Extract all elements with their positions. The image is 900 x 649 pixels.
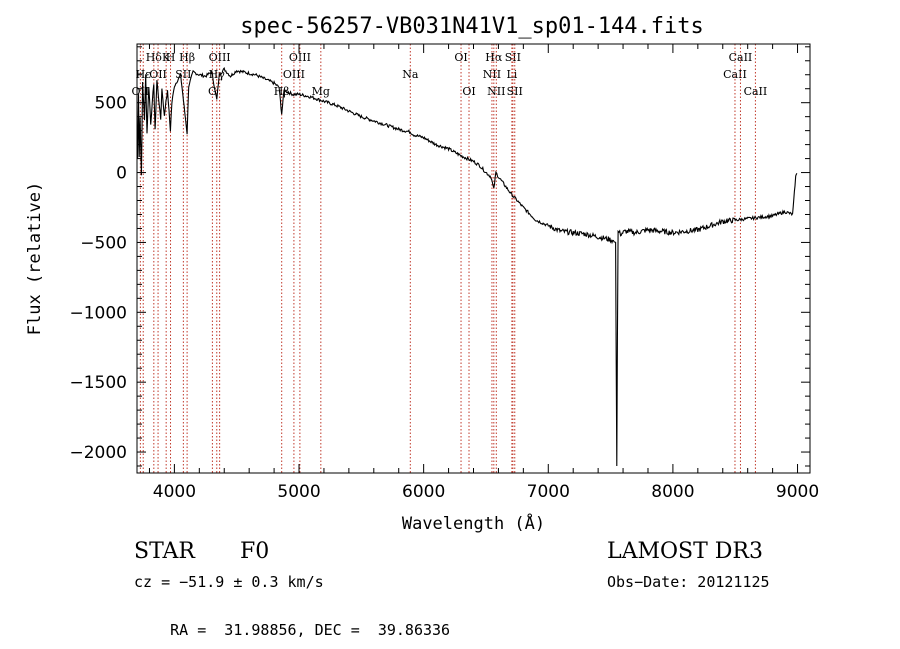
object-subclass-text: F0 [240, 539, 270, 564]
y-tick-label: −500 [80, 233, 127, 253]
x-tick-label: 6000 [402, 482, 445, 502]
line-label: G [208, 85, 217, 98]
line-label: OIII [283, 68, 305, 81]
redshift-text: cz = −51.9 ± 0.3 km/s [134, 573, 324, 591]
line-label: Na [402, 68, 419, 81]
coordinates-value: RA = 31.98856, DEC = 39.86336 [170, 621, 451, 639]
line-label: SII [507, 85, 523, 98]
redshift-value: cz = −51.9 ± 0.3 km/s [134, 573, 324, 591]
object-class-text: STAR [134, 539, 195, 564]
line-label: Hε [136, 68, 152, 81]
x-tick-label: 5000 [277, 482, 320, 502]
survey-name: LAMOST DR3 [607, 539, 763, 564]
spectrum-line [137, 66, 798, 467]
x-axis-label: Wavelength (Å) [402, 512, 545, 534]
line-label: OII [149, 68, 167, 81]
line-label: Hβ [179, 51, 195, 64]
line-label: OI [462, 85, 475, 98]
line-label: NII [483, 68, 501, 81]
object-subclass: F0 [240, 539, 269, 564]
obs-date-value: Obs−Date: 20121125 [607, 573, 770, 591]
y-tick-label: −2000 [69, 443, 127, 463]
x-tick-label: 9000 [776, 482, 819, 502]
line-label: K [162, 51, 171, 64]
y-tick-label: 500 [95, 94, 127, 114]
line-label: H [166, 51, 176, 64]
line-label: Hδ [146, 51, 163, 64]
x-tick-label: 7000 [527, 482, 570, 502]
object-class: STAR [134, 539, 195, 564]
y-tick-label: −1000 [69, 303, 127, 323]
line-label: Hβ [274, 85, 290, 98]
line-label: SII [505, 51, 521, 64]
chart-title: spec-56257-VB031N41V1_sp01-144.fits [240, 14, 704, 39]
line-label: CaII [729, 51, 753, 64]
coordinates-text: RA = 31.98856, DEC = 39.86336 [134, 603, 450, 649]
plot-frame [136, 43, 811, 474]
line-label: SII [175, 68, 191, 81]
line-label: Li [506, 68, 517, 81]
line-label: OIII [209, 51, 231, 64]
survey-name-text: LAMOST DR3 [607, 539, 763, 564]
line-label: CaII [744, 85, 768, 98]
line-label: OIII [289, 51, 311, 64]
line-label: Mg [312, 85, 330, 98]
line-label: OI [454, 51, 467, 64]
y-tick-label: 0 [116, 164, 127, 184]
x-tick-label: 4000 [153, 482, 196, 502]
obs-date-text: Obs−Date: 20121125 [607, 573, 770, 591]
line-label: Hα [485, 51, 503, 64]
x-tick-label: 8000 [651, 482, 694, 502]
y-tick-label: −1500 [69, 373, 127, 393]
line-label: CaII [723, 68, 747, 81]
line-label: NII [487, 85, 505, 98]
y-axis-label: Flux (relative) [25, 182, 45, 336]
